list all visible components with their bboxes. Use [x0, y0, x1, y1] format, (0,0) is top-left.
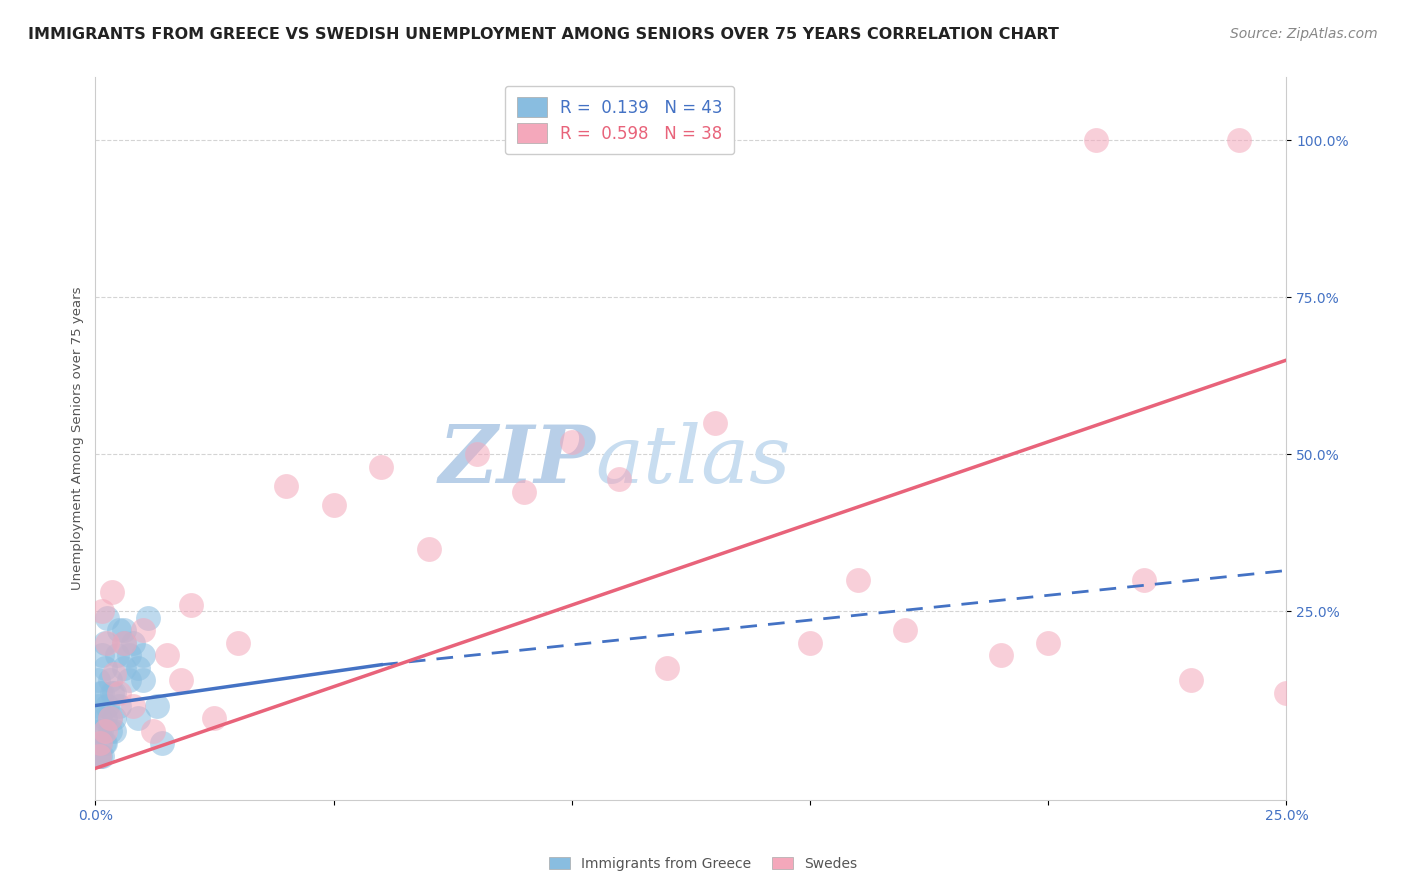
Text: ZIP: ZIP — [439, 422, 596, 499]
Point — [89, 711, 111, 725]
Point — [91, 604, 114, 618]
Point — [370, 459, 392, 474]
Point — [1038, 636, 1060, 650]
Point — [799, 636, 821, 650]
Point — [127, 661, 149, 675]
Point — [846, 573, 869, 587]
Point — [101, 585, 124, 599]
Point — [655, 661, 678, 675]
Point — [112, 636, 135, 650]
Point — [89, 736, 111, 750]
Point — [96, 610, 118, 624]
Point — [170, 673, 193, 688]
Point — [513, 485, 536, 500]
Legend: Immigrants from Greece, Swedes: Immigrants from Greece, Swedes — [544, 851, 862, 876]
Point — [132, 673, 155, 688]
Point — [894, 623, 917, 637]
Point — [561, 434, 583, 449]
Point — [98, 711, 121, 725]
Point — [1180, 673, 1202, 688]
Point — [141, 723, 163, 738]
Point — [98, 673, 121, 688]
Point — [1275, 686, 1298, 700]
Point — [91, 748, 114, 763]
Point — [89, 748, 111, 763]
Point — [108, 623, 131, 637]
Point — [94, 711, 117, 725]
Point — [90, 723, 112, 738]
Point — [465, 447, 488, 461]
Point — [1084, 133, 1107, 147]
Point — [204, 711, 226, 725]
Point — [89, 748, 111, 763]
Point — [101, 686, 124, 700]
Point — [103, 686, 125, 700]
Point — [703, 416, 725, 430]
Point — [91, 648, 114, 663]
Point — [146, 698, 169, 713]
Point — [150, 736, 173, 750]
Legend: R =  0.139   N = 43, R =  0.598   N = 38: R = 0.139 N = 43, R = 0.598 N = 38 — [505, 86, 734, 154]
Point — [1227, 133, 1250, 147]
Point — [274, 479, 297, 493]
Point — [112, 636, 135, 650]
Text: IMMIGRANTS FROM GREECE VS SWEDISH UNEMPLOYMENT AMONG SENIORS OVER 75 YEARS CORRE: IMMIGRANTS FROM GREECE VS SWEDISH UNEMPL… — [28, 27, 1059, 42]
Point — [103, 711, 125, 725]
Point — [156, 648, 179, 663]
Point — [96, 698, 118, 713]
Point — [98, 711, 121, 725]
Point — [108, 698, 131, 713]
Point — [226, 636, 249, 650]
Point — [89, 686, 111, 700]
Point — [108, 686, 131, 700]
Point — [93, 736, 115, 750]
Point — [122, 636, 145, 650]
Point — [112, 623, 135, 637]
Point — [609, 472, 631, 486]
Point — [112, 661, 135, 675]
Point — [180, 598, 202, 612]
Text: atlas: atlas — [596, 422, 792, 499]
Point — [103, 667, 125, 681]
Text: Source: ZipAtlas.com: Source: ZipAtlas.com — [1230, 27, 1378, 41]
Point — [87, 698, 110, 713]
Point — [105, 648, 128, 663]
Point — [94, 736, 117, 750]
Y-axis label: Unemployment Among Seniors over 75 years: Unemployment Among Seniors over 75 years — [72, 287, 84, 591]
Point — [118, 648, 141, 663]
Point — [91, 686, 114, 700]
Point — [89, 748, 111, 763]
Point — [103, 723, 125, 738]
Point — [418, 541, 440, 556]
Point — [127, 711, 149, 725]
Point — [94, 661, 117, 675]
Point — [1132, 573, 1154, 587]
Point — [98, 723, 121, 738]
Point — [94, 636, 117, 650]
Point — [132, 623, 155, 637]
Point — [322, 498, 344, 512]
Point — [87, 673, 110, 688]
Point — [990, 648, 1012, 663]
Point — [96, 636, 118, 650]
Point — [87, 748, 110, 763]
Point — [118, 673, 141, 688]
Point — [132, 648, 155, 663]
Point — [89, 736, 111, 750]
Point — [136, 610, 159, 624]
Point — [94, 723, 117, 738]
Point — [122, 698, 145, 713]
Point — [89, 723, 111, 738]
